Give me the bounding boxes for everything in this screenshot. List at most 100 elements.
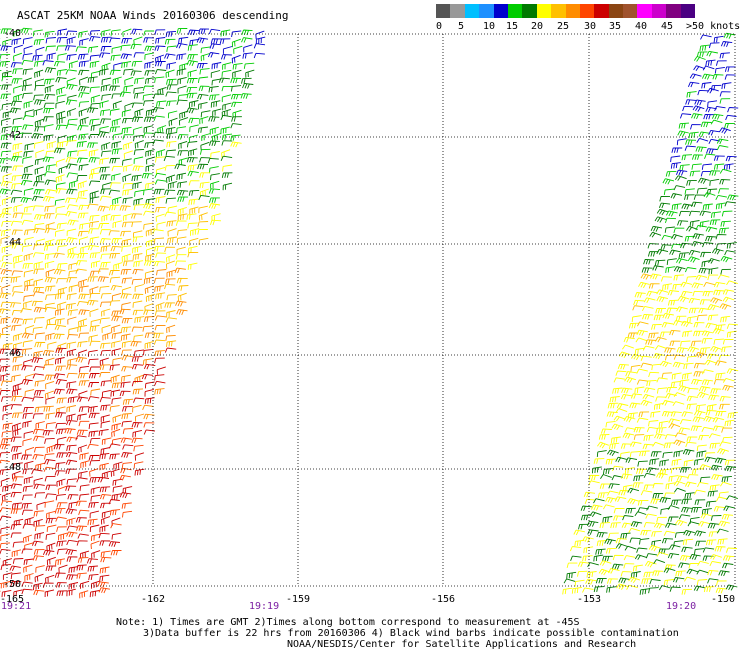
wind-barb xyxy=(112,357,122,365)
wind-barb xyxy=(197,221,209,227)
wind-barb xyxy=(131,60,143,67)
wind-barb xyxy=(145,246,156,256)
wind-barb xyxy=(133,260,144,268)
wind-barb xyxy=(166,340,177,347)
wind-barb xyxy=(186,156,198,163)
wind-barb xyxy=(132,293,144,300)
wind-barb xyxy=(32,555,44,561)
wind-barb xyxy=(573,529,585,536)
wind-barb xyxy=(0,493,2,496)
wind-barb xyxy=(76,540,88,546)
wind-barb xyxy=(711,474,723,481)
wind-barb xyxy=(10,436,22,443)
wind-barb xyxy=(722,377,735,383)
wind-barb xyxy=(99,486,111,493)
wind-barb xyxy=(698,434,710,441)
wind-barb xyxy=(34,126,46,132)
wind-barb xyxy=(712,248,724,255)
wind-barb xyxy=(153,339,166,345)
wind-barb xyxy=(22,114,35,121)
wind-barb xyxy=(64,45,76,51)
wind-barb xyxy=(35,565,45,573)
wind-barb xyxy=(672,283,683,290)
wind-barb xyxy=(642,313,654,320)
wind-barb xyxy=(109,453,120,460)
wind-barb xyxy=(603,504,615,510)
wind-barb xyxy=(152,139,164,145)
wind-barb xyxy=(122,158,132,166)
wind-barb xyxy=(716,528,729,534)
wind-barb xyxy=(78,318,88,327)
note-line-2: 3)Data buffer is 22 hrs from 20160306 4)… xyxy=(143,628,679,639)
wind-barb xyxy=(643,571,655,578)
wind-barb xyxy=(65,451,78,458)
wind-barb xyxy=(78,60,89,68)
wind-barb xyxy=(46,141,57,149)
wind-barb xyxy=(78,285,89,293)
wind-barb xyxy=(21,378,33,385)
wind-barb xyxy=(77,53,89,60)
wind-barb xyxy=(232,62,243,70)
wind-barb xyxy=(56,548,68,555)
colorbar-segment xyxy=(522,4,537,18)
wind-barb xyxy=(612,554,624,561)
wind-barb xyxy=(616,583,629,590)
wind-barb xyxy=(99,285,110,293)
wind-barb xyxy=(706,50,718,57)
wind-barb xyxy=(99,524,109,533)
wind-barb xyxy=(121,502,132,509)
wind-barb xyxy=(646,379,657,387)
wind-barb xyxy=(22,468,33,475)
wind-barb xyxy=(121,366,133,372)
wind-barb xyxy=(75,197,87,203)
wind-barb xyxy=(75,517,87,523)
wind-barb xyxy=(55,347,67,354)
wind-barb xyxy=(153,115,165,121)
wind-barb xyxy=(705,409,717,416)
colorbar-label: 45 xyxy=(660,21,674,32)
wind-barb xyxy=(66,388,78,395)
wind-barb xyxy=(231,101,243,108)
wind-barb xyxy=(636,417,649,423)
colorbar-label: 5 xyxy=(457,21,465,32)
wind-barb xyxy=(682,105,694,112)
wind-barb xyxy=(98,222,110,229)
wind-barb xyxy=(44,459,56,465)
wind-barb xyxy=(12,452,22,460)
wind-barb xyxy=(610,436,621,444)
wind-barb xyxy=(76,572,87,579)
wind-barb xyxy=(654,216,667,223)
wind-barb xyxy=(693,362,705,369)
wind-barb xyxy=(662,312,674,319)
wind-barb xyxy=(719,127,731,134)
wind-barb xyxy=(123,141,133,151)
wind-barb xyxy=(78,204,90,211)
wind-barb xyxy=(13,85,23,94)
wind-barb xyxy=(43,405,54,412)
wind-barb xyxy=(99,229,111,235)
wind-barb xyxy=(662,283,673,291)
wind-barb xyxy=(681,498,693,505)
wind-barb xyxy=(724,74,736,80)
wind-barb xyxy=(64,428,76,434)
wind-barb xyxy=(121,61,132,69)
wind-barb xyxy=(67,396,78,404)
wind-barb xyxy=(0,308,2,310)
wind-barb xyxy=(615,456,627,463)
wind-barb xyxy=(89,590,100,598)
wind-barb xyxy=(649,458,660,466)
wind-barb xyxy=(0,389,11,396)
wind-barb xyxy=(45,150,56,157)
wind-barb xyxy=(677,220,689,226)
wind-barb xyxy=(58,564,68,573)
wind-barb xyxy=(230,77,242,84)
wind-barb xyxy=(673,392,686,397)
wind-barb xyxy=(635,468,647,475)
wind-barb xyxy=(69,180,79,189)
wind-barb xyxy=(652,492,664,499)
wind-barb xyxy=(33,286,44,293)
colorbar-segment xyxy=(464,4,480,18)
wind-barb xyxy=(100,150,112,157)
wind-barb xyxy=(58,532,68,541)
wind-barb xyxy=(67,108,77,117)
